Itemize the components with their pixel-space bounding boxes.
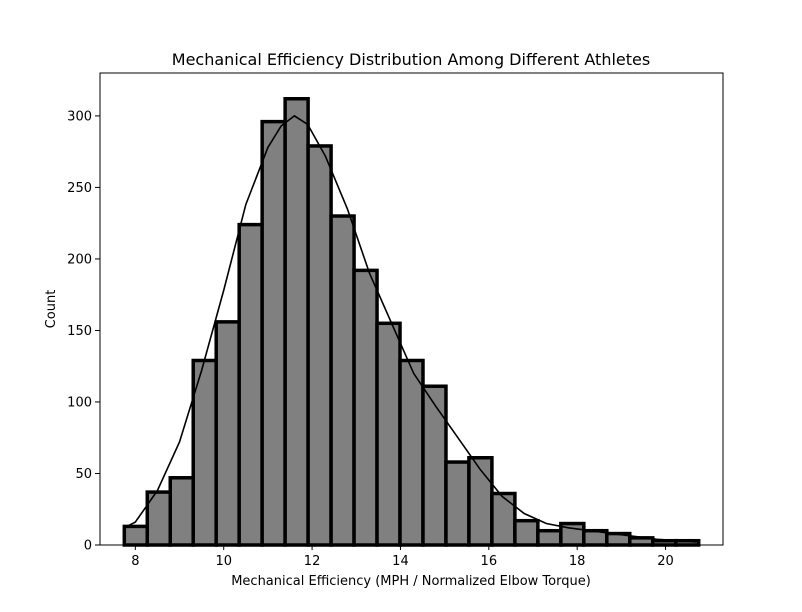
- histogram-bar: [513, 518, 540, 547]
- chart-title: Mechanical Efficiency Distribution Among…: [172, 50, 650, 69]
- histogram-bar: [490, 491, 517, 547]
- histogram-bar: [122, 524, 150, 547]
- x-tick-label: 10: [215, 554, 232, 569]
- x-tick-label: 18: [569, 554, 586, 569]
- bars-group: [122, 96, 701, 547]
- y-axis-label: Count: [44, 290, 59, 329]
- y-tick-label: 300: [67, 109, 92, 124]
- histogram-bar: [375, 321, 402, 547]
- histogram-bar: [214, 320, 241, 547]
- histogram-bar: [168, 476, 195, 547]
- x-axis-ticks: 8 10 12 14 16 18 20: [131, 545, 674, 569]
- y-tick-label: 150: [67, 324, 92, 339]
- y-tick-label: 200: [67, 252, 92, 267]
- y-tick-label: 0: [84, 539, 92, 554]
- histogram-bar: [352, 268, 379, 547]
- y-tick-label: 100: [67, 395, 92, 410]
- x-tick-label: 8: [131, 554, 139, 569]
- histogram-bar: [421, 384, 448, 547]
- y-tick-label: 50: [75, 467, 92, 482]
- histogram-bar: [329, 214, 356, 547]
- histogram-bar: [444, 460, 471, 547]
- x-tick-label: 14: [392, 554, 409, 569]
- histogram-bar: [306, 144, 333, 547]
- kde-curve: [123, 114, 697, 543]
- y-tick-label: 250: [67, 181, 92, 196]
- x-axis-label: Mechanical Efficiency (MPH / Normalized …: [231, 574, 591, 589]
- histogram-bar: [650, 538, 678, 547]
- plot-frame: [99, 72, 724, 546]
- histogram-bar: [237, 222, 264, 547]
- histogram-bar: [283, 96, 310, 547]
- x-tick-label: 20: [657, 554, 674, 569]
- histogram-bar: [536, 528, 563, 547]
- histogram-bar: [260, 119, 287, 547]
- x-tick-label: 16: [481, 554, 498, 569]
- histogram-bar: [398, 358, 425, 547]
- y-axis-ticks: 0 50 100 150 200 250 300: [67, 109, 100, 554]
- x-tick-label: 12: [304, 554, 321, 569]
